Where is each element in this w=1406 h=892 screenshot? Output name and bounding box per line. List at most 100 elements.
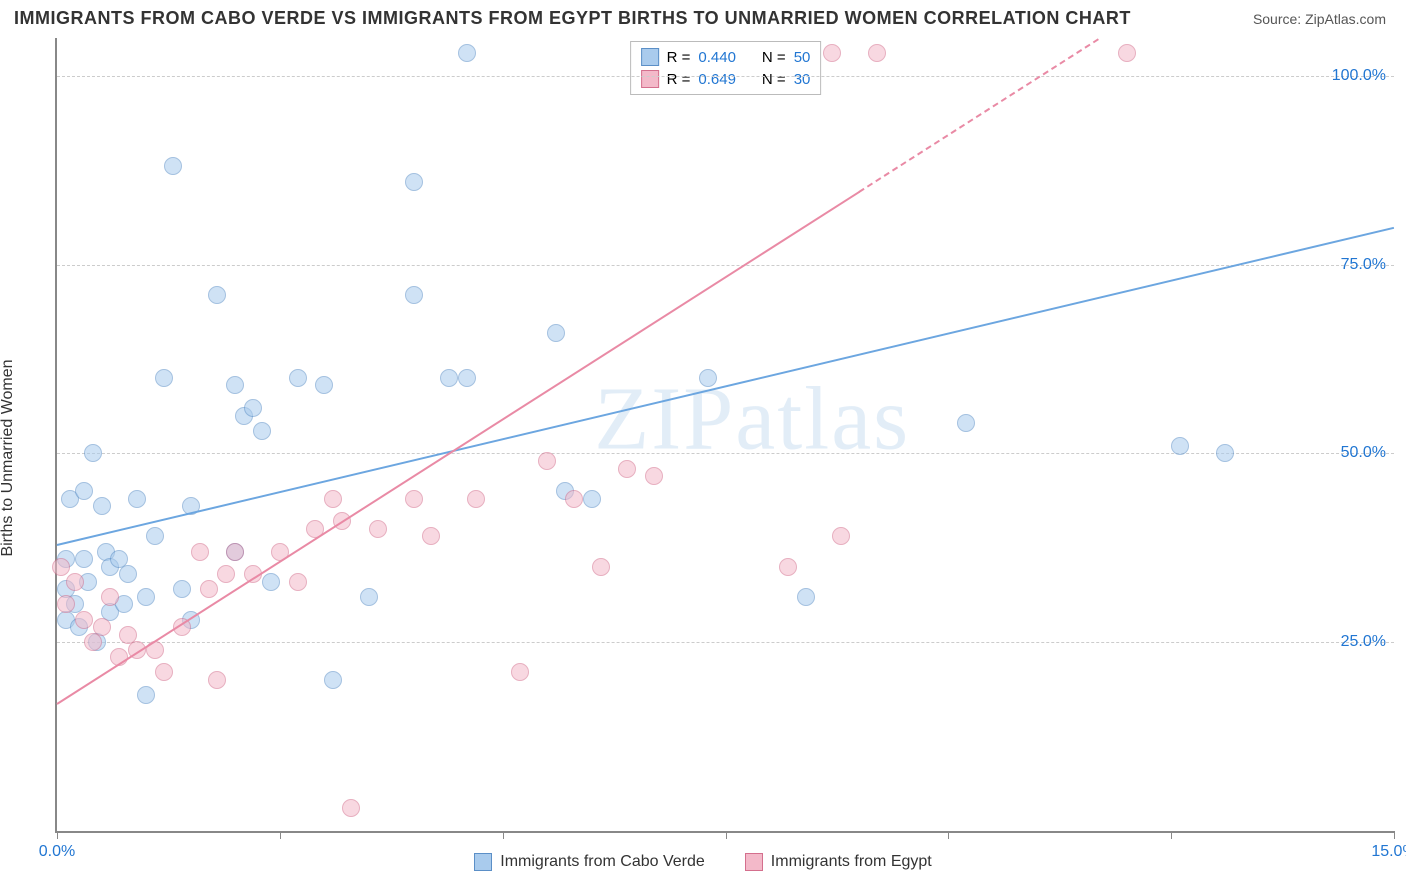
data-point: [324, 671, 342, 689]
legend-n-value: 30: [794, 71, 811, 88]
x-tick: [948, 831, 949, 839]
legend-row: R = 0.440 N = 50: [641, 46, 811, 68]
data-point: [645, 467, 663, 485]
data-point: [511, 663, 529, 681]
legend-row: R =0.649N =30: [641, 68, 811, 90]
data-point: [832, 527, 850, 545]
trend-line: [859, 38, 1099, 192]
chart-container: Births to Unmarried Women ZIPatlas R = 0.…: [0, 33, 1406, 883]
data-point: [146, 527, 164, 545]
data-point: [440, 369, 458, 387]
data-point: [137, 686, 155, 704]
data-point: [547, 324, 565, 342]
data-point: [360, 588, 378, 606]
y-tick-label: 100.0%: [1332, 67, 1386, 85]
legend-swatch: [641, 70, 659, 88]
gridline: [57, 453, 1394, 454]
data-point: [262, 573, 280, 591]
data-point: [369, 520, 387, 538]
data-point: [75, 550, 93, 568]
data-point: [52, 558, 70, 576]
gridline: [57, 642, 1394, 643]
data-point: [253, 422, 271, 440]
watermark: ZIPatlas: [594, 367, 910, 470]
data-point: [699, 369, 717, 387]
data-point: [93, 618, 111, 636]
data-point: [244, 399, 262, 417]
data-point: [868, 44, 886, 62]
y-tick-label: 75.0%: [1341, 256, 1386, 274]
data-point: [538, 452, 556, 470]
data-point: [342, 799, 360, 817]
gridline: [57, 265, 1394, 266]
data-point: [458, 44, 476, 62]
data-point: [226, 543, 244, 561]
data-point: [66, 573, 84, 591]
data-point: [208, 671, 226, 689]
data-point: [422, 527, 440, 545]
data-point: [289, 369, 307, 387]
data-point: [217, 565, 235, 583]
legend-r-label: R =: [667, 49, 691, 66]
data-point: [315, 376, 333, 394]
data-point: [57, 595, 75, 613]
data-point: [592, 558, 610, 576]
data-point: [164, 157, 182, 175]
data-point: [119, 565, 137, 583]
correlation-legend: R =0.440N =50R =0.649N =30: [630, 41, 822, 95]
data-point: [779, 558, 797, 576]
x-tick: [503, 831, 504, 839]
legend-swatch: [745, 853, 763, 871]
data-point: [1216, 444, 1234, 462]
data-point: [128, 490, 146, 508]
data-point: [155, 369, 173, 387]
legend-series-name: Immigrants from Egypt: [771, 853, 932, 871]
legend-swatch: [641, 48, 659, 66]
legend-swatch: [474, 853, 492, 871]
data-point: [458, 369, 476, 387]
trend-line: [56, 191, 859, 705]
data-point: [137, 588, 155, 606]
legend-r-label: R =: [667, 71, 691, 88]
data-point: [823, 44, 841, 62]
legend-item: Immigrants from Cabo Verde: [474, 853, 705, 871]
source-label: Source: ZipAtlas.com: [1253, 11, 1386, 27]
data-point: [1118, 44, 1136, 62]
data-point: [289, 573, 307, 591]
data-point: [155, 663, 173, 681]
legend-n-label: N =: [762, 71, 786, 88]
data-point: [226, 376, 244, 394]
data-point: [957, 414, 975, 432]
legend-item: Immigrants from Egypt: [745, 853, 932, 871]
data-point: [75, 611, 93, 629]
x-tick: [57, 831, 58, 839]
data-point: [405, 286, 423, 304]
data-point: [191, 543, 209, 561]
x-tick: [1394, 831, 1395, 839]
y-axis-label: Births to Unmarried Women: [0, 359, 17, 556]
data-point: [75, 482, 93, 500]
gridline: [57, 76, 1394, 77]
data-point: [618, 460, 636, 478]
y-tick-label: 50.0%: [1341, 444, 1386, 462]
data-point: [208, 286, 226, 304]
y-tick-label: 25.0%: [1341, 633, 1386, 651]
data-point: [93, 497, 111, 515]
plot-area: ZIPatlas R =0.440N =50R =0.649N =30 25.0…: [55, 38, 1394, 833]
data-point: [565, 490, 583, 508]
data-point: [797, 588, 815, 606]
data-point: [467, 490, 485, 508]
x-tick: [1171, 831, 1172, 839]
legend-n-value: 50: [794, 49, 811, 66]
data-point: [405, 490, 423, 508]
data-point: [324, 490, 342, 508]
data-point: [405, 173, 423, 191]
data-point: [583, 490, 601, 508]
legend-n-label: N =: [762, 49, 786, 66]
chart-title: IMMIGRANTS FROM CABO VERDE VS IMMIGRANTS…: [14, 8, 1131, 29]
legend-r-value: 0.440: [698, 49, 736, 66]
x-tick: [280, 831, 281, 839]
data-point: [84, 444, 102, 462]
x-tick: [726, 831, 727, 839]
data-point: [1171, 437, 1189, 455]
